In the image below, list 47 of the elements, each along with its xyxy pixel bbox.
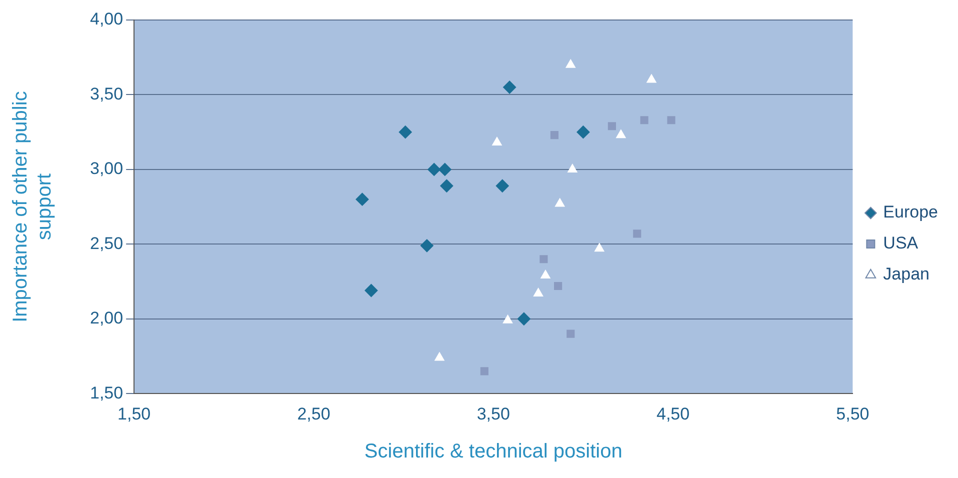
point: [503, 80, 516, 94]
point: [555, 198, 565, 207]
point: [517, 312, 530, 326]
y-tick-label: 4,00: [90, 10, 124, 29]
x-tick-label: 5,50: [836, 404, 870, 424]
point: [438, 162, 452, 176]
x-tick-label: 3,50: [476, 404, 510, 424]
point: [568, 164, 578, 172]
point: [356, 192, 369, 206]
point: [428, 162, 441, 176]
point: [502, 314, 513, 324]
point: [398, 126, 412, 139]
x-tick-label: 1,50: [118, 404, 151, 424]
point: [633, 230, 642, 238]
point: [554, 282, 562, 290]
point: [496, 179, 509, 192]
point: [434, 352, 444, 361]
point: [540, 270, 550, 279]
point: [566, 59, 576, 68]
point: [364, 284, 378, 297]
point: [440, 179, 454, 192]
point: [608, 122, 616, 130]
point: [420, 239, 434, 252]
y-axis-title: Importance of other public support: [10, 91, 56, 322]
point: [492, 137, 502, 146]
point: [550, 131, 558, 140]
x-tick-label: 2,50: [297, 404, 330, 424]
point: [566, 330, 575, 338]
point: [616, 130, 626, 138]
legend-label: Europe: [883, 202, 938, 222]
point: [540, 255, 548, 264]
y-tick-label: 3,00: [90, 159, 124, 178]
y-tick-label: 1,50: [90, 383, 124, 402]
point: [576, 126, 590, 139]
point: [667, 116, 676, 124]
x-tick-label: 4,50: [656, 404, 690, 424]
y-tick-label: 3,50: [90, 84, 124, 104]
legend-label: Japan: [883, 264, 930, 284]
point: [594, 243, 604, 252]
y-tick-label: 2,00: [90, 308, 124, 328]
point: [533, 288, 544, 296]
point: [640, 116, 648, 124]
legend-label: USA: [883, 234, 919, 253]
x-axis-title: Scientific & technical position: [364, 440, 622, 463]
point: [646, 74, 656, 83]
y-tick-label: 2,50: [90, 234, 124, 253]
point: [480, 367, 488, 376]
